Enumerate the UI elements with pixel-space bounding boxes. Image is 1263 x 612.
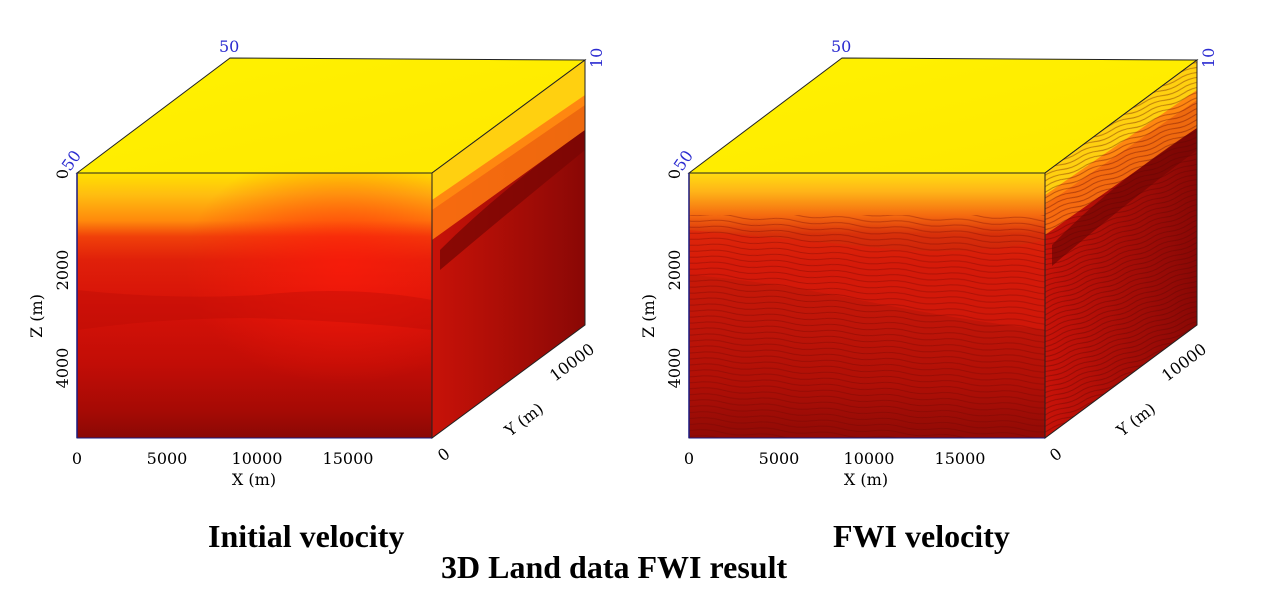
z-tick-label: 0 bbox=[53, 169, 72, 179]
z-axis-label: Z (m) bbox=[639, 294, 658, 338]
y-axis-label: Y (m) bbox=[1112, 399, 1159, 441]
panel-title-initial: Initial velocity bbox=[208, 518, 405, 554]
z-axis-label: Z (m) bbox=[27, 294, 46, 338]
z-tick-label: 0 bbox=[665, 169, 684, 179]
y-tick-label: 0 bbox=[434, 444, 454, 465]
z-tick-label: 4000 bbox=[53, 348, 72, 389]
x-tick-label: 0 bbox=[72, 449, 82, 468]
front-face bbox=[76, 172, 433, 439]
slice-label-top-x: 50 bbox=[219, 37, 239, 56]
x-tick-label: 5000 bbox=[147, 449, 188, 468]
x-tick-label: 15000 bbox=[935, 449, 986, 468]
x-tick-label: 10000 bbox=[844, 449, 895, 468]
side-face bbox=[431, 59, 586, 439]
panel-fwi: 50 50 10 0 2000 4000 Z (m) 0 5000 10000 … bbox=[639, 37, 1218, 489]
x-axis-label: X (m) bbox=[844, 470, 888, 489]
z-tick-label: 2000 bbox=[53, 250, 72, 291]
x-tick-label: 10000 bbox=[232, 449, 283, 468]
y-tick-label: 0 bbox=[1046, 444, 1066, 465]
panel-title-fwi: FWI velocity bbox=[833, 518, 1010, 554]
y-axis-label: Y (m) bbox=[500, 399, 547, 441]
x-tick-label: 15000 bbox=[323, 449, 374, 468]
z-tick-label: 2000 bbox=[665, 250, 684, 291]
panel-initial: 50 50 10 0 2000 4000 Z (m) 0 5000 10000 … bbox=[27, 37, 606, 489]
side-face bbox=[1044, 59, 1198, 439]
x-tick-label: 5000 bbox=[759, 449, 800, 468]
front-face bbox=[688, 172, 1046, 439]
z-tick-label: 4000 bbox=[665, 348, 684, 389]
x-tick-label: 0 bbox=[684, 449, 694, 468]
slice-label-right: 10 bbox=[1199, 48, 1218, 68]
figure-title: 3D Land data FWI result bbox=[441, 549, 788, 585]
slice-label-top-x: 50 bbox=[831, 37, 851, 56]
slice-label-right: 10 bbox=[587, 48, 606, 68]
x-axis-label: X (m) bbox=[232, 470, 276, 489]
